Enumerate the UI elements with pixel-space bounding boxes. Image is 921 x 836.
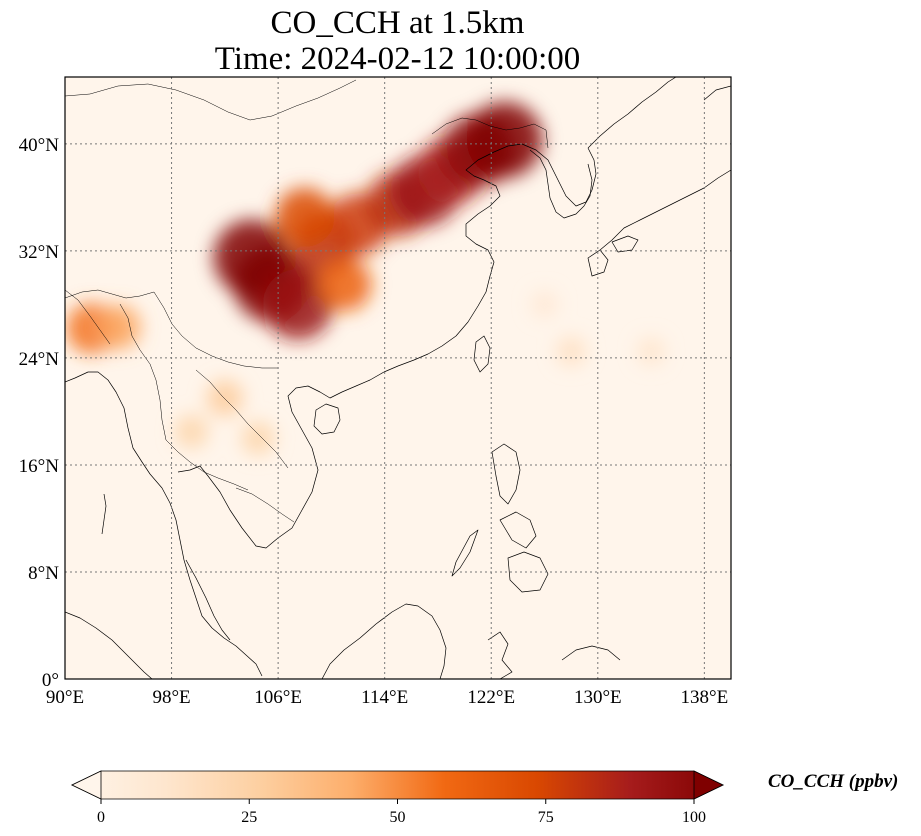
hotspot-19 — [531, 291, 558, 318]
coastline-japan — [599, 169, 731, 251]
lon-tick-labels: 90°E 98°E 106°E 114°E 122°E 130°E 138°E — [46, 687, 728, 708]
country-borders — [65, 79, 549, 523]
hotspot-11 — [317, 257, 372, 312]
hotspot-15 — [174, 414, 209, 449]
colorbar-tick-label: 75 — [538, 809, 554, 826]
lat-tick-label: 8°N — [28, 563, 59, 584]
lon-tick-label: 114°E — [361, 687, 408, 708]
hotspot-5 — [275, 187, 335, 248]
lat-tick-label: 16°N — [19, 456, 60, 477]
lon-tick-label: 138°E — [681, 687, 729, 708]
coastline-hainan — [313, 403, 341, 435]
colorbar-tick-label: 100 — [682, 809, 706, 826]
coastlines — [65, 77, 731, 679]
hotspot-13 — [95, 304, 141, 350]
lon-tick-label: 90°E — [46, 687, 84, 708]
lon-tick-label: 98°E — [152, 687, 190, 708]
lat-tick-label: 24°N — [19, 349, 60, 370]
lon-tick-label: 130°E — [574, 687, 622, 708]
concentration-field — [66, 101, 666, 456]
plot-frame — [64, 76, 732, 680]
hotspot-17 — [556, 336, 587, 367]
border-thailand — [165, 439, 249, 491]
lon-tick-label: 106°E — [254, 687, 302, 708]
border-cambodia — [235, 487, 295, 523]
border-china-north — [65, 79, 357, 121]
colorbar-extend-min — [71, 770, 102, 800]
coastline-luzon — [491, 443, 521, 505]
coastline-visayas — [499, 511, 537, 549]
colorbar-body — [71, 770, 724, 800]
coastline-sulawesi — [487, 631, 513, 679]
border-china-northeast — [431, 117, 549, 149]
map-title-line2: Time: 2024-02-12 10:00:00 — [214, 41, 581, 77]
colorbar-tick-label: 50 — [390, 809, 406, 826]
coastline-mainland-asia — [65, 371, 263, 677]
coastline-new-guinea — [561, 645, 621, 661]
hotspot-18 — [636, 337, 666, 366]
coastline-indochina-east — [177, 143, 597, 549]
border-india — [65, 289, 111, 345]
map-title-line1: CO_CCH at 1.5km — [270, 5, 525, 41]
coastline-borneo — [321, 603, 447, 679]
coastline-north — [587, 77, 677, 149]
lat-tick-labels: 0° 8°N 16°N 24°N 32°N 40°N — [19, 135, 60, 691]
hotspot-10 — [466, 101, 543, 178]
border-laos — [195, 369, 289, 469]
coastline-kyushu — [587, 249, 609, 277]
coastline-sumatra — [65, 611, 153, 679]
gridlines — [65, 77, 731, 679]
hotspot-1 — [213, 219, 290, 296]
coastline-andaman — [101, 493, 107, 535]
lat-tick-label: 40°N — [19, 135, 60, 156]
coastline-mindanao — [507, 551, 549, 593]
colorbar-tick-label: 25 — [241, 809, 257, 826]
hotspot-14 — [206, 379, 244, 417]
coastline-malay — [185, 559, 231, 641]
coastline-shikoku — [611, 235, 639, 253]
hotspot-2 — [262, 269, 334, 340]
lat-tick-label: 32°N — [19, 242, 60, 263]
border-laos-china — [153, 291, 278, 369]
colorbar-extend-max — [693, 770, 724, 800]
lat-tick-label: 0° — [42, 670, 59, 691]
border-china-west — [65, 289, 155, 299]
lon-tick-label: 122°E — [467, 687, 515, 708]
coastline-hokkaido — [703, 85, 731, 101]
colorbar-ticks: 0 25 50 75 100 — [97, 799, 706, 826]
border-myanmar — [119, 303, 167, 441]
colorbar: 0 25 50 75 100 CO_CCH (ppbv) — [71, 770, 898, 826]
coastline-korea — [529, 149, 593, 219]
hotspot-16 — [241, 421, 276, 456]
colorbar-tick-label: 0 — [97, 809, 105, 826]
coastline-palawan — [451, 529, 479, 577]
colorbar-label: CO_CCH (ppbv) — [768, 771, 898, 792]
coastline-taiwan — [473, 335, 491, 373]
map-plot-area — [65, 77, 731, 679]
